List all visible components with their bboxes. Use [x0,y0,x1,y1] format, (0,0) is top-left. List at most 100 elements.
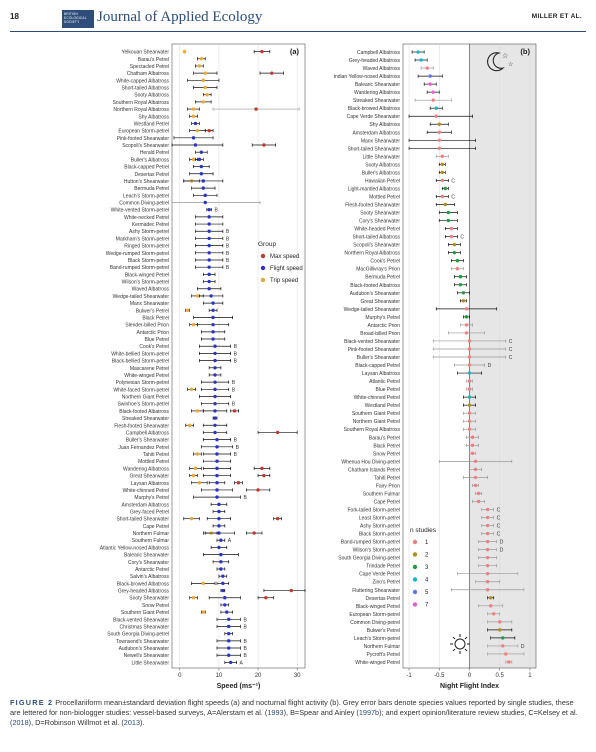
species-label: Wedge-tailed Shearwater [113,294,170,300]
panel-label: (a) [290,47,300,56]
data-point [201,100,205,104]
study-letter: B [234,351,238,357]
x-tick-label: -0.5 [434,673,445,679]
legend-swatch [412,552,418,557]
x-tick-label: 0 [468,673,472,679]
data-point [215,445,219,449]
legend-label: 7 [425,603,429,609]
data-point [464,331,469,335]
species-label: Black Storm-petrel [359,532,400,538]
species-label: Flesh-footed Shearwater [114,423,169,429]
data-point [195,294,200,298]
sun-icon [454,638,466,650]
species-label: Newell's Shearwater [124,653,170,659]
species-label: Waved Albatross [132,287,170,293]
data-point [201,186,205,190]
data-point [182,49,187,54]
citation-link[interactable]: 1997b [358,708,380,718]
data-point [189,387,194,392]
citation-link[interactable]: 2018 [12,718,29,728]
species-label: Cape Petrel [143,524,169,530]
species-label: Southern Royal Albatross [344,427,401,433]
species-label: Desertas Petrel [135,172,169,178]
panel-frame [171,43,306,669]
data-point [467,387,472,391]
data-point [225,610,229,614]
citation-link[interactable]: 2013 [123,718,140,728]
data-point [213,380,217,384]
data-point [211,330,215,334]
data-point [440,162,444,167]
data-point [203,85,207,90]
data-point [455,258,460,263]
study-letter: D [500,540,504,546]
species-label: Black Storm-petrel [128,258,169,264]
data-point [213,402,217,406]
data-point [434,106,438,110]
species-label: Westland Petrel [134,121,169,127]
data-point [215,459,219,463]
species-label: Least Storm-petrel [359,516,400,522]
study-letter: B [232,380,236,386]
species-label: White-bellied Storm-petrel [111,351,169,357]
data-point [437,130,441,134]
sun-ray [452,648,456,652]
species-label: Light-mantled Albatross [348,186,401,192]
study-letter: D [488,363,492,369]
species-label: Northern Fulmar [133,531,170,537]
species-label: Hawaiian Petrel [365,178,400,184]
species-label: Pycroft's Petrel [367,652,400,658]
species-label: Northern Giant Petrel [353,419,400,425]
species-label: Northern Royal Albatross [344,251,400,257]
data-point [201,179,205,183]
data-point [211,308,215,312]
data-point [219,538,223,542]
data-point [476,491,481,496]
species-label: Leach's Storm-petrel [123,193,169,199]
species-label: Balearic Shearwater [124,553,169,559]
species-label: Southern Fulmar [132,538,170,544]
data-point [270,71,274,75]
citation-link[interactable]: 1993 [267,708,284,718]
species-label: Fork-tailed Storm-petrel [347,507,400,513]
x-tick-label: 30 [294,673,301,679]
species-label: Black-footed Albatross [119,409,169,415]
page-number: 18 [10,12,19,21]
legend-label: 3 [425,565,429,571]
data-point [207,251,211,255]
data-point [215,488,219,492]
data-point [485,572,490,576]
species-label: Scopoli's Shearwater [353,243,400,249]
data-point [227,617,231,621]
species-label: Sooty Albatross [365,162,400,168]
data-point [195,409,200,413]
data-point [213,409,217,413]
species-label: White-chinned Petrel [123,488,169,494]
species-label: MacGillivray's Prion [356,267,400,273]
data-point [211,337,215,341]
species-label: Audubon's Shearwater [350,291,401,297]
species-label: Black-capped Petrel [124,165,169,171]
data-point [199,150,204,154]
data-point [221,588,225,593]
study-letter: B [243,617,247,623]
data-point [219,560,223,564]
legend-swatch [412,589,418,595]
data-point [458,283,463,287]
data-point [452,242,457,247]
data-point [416,50,420,54]
data-point [260,49,264,54]
species-label: Southern Fulmar [363,491,401,497]
data-point [440,170,444,175]
species-label: Antarctic Prion [136,330,169,336]
study-letter: C [509,347,513,353]
legend-swatch [412,602,418,607]
species-label: Shy Albatross [138,114,169,120]
study-letter: C [451,178,455,184]
species-label: Herald Petrel [140,150,169,156]
data-point [476,499,481,504]
study-letter: B [226,236,230,242]
study-letter: B [226,229,230,235]
species-label: Southern Royal Albatross [113,100,170,106]
study-letter: C [497,524,501,530]
